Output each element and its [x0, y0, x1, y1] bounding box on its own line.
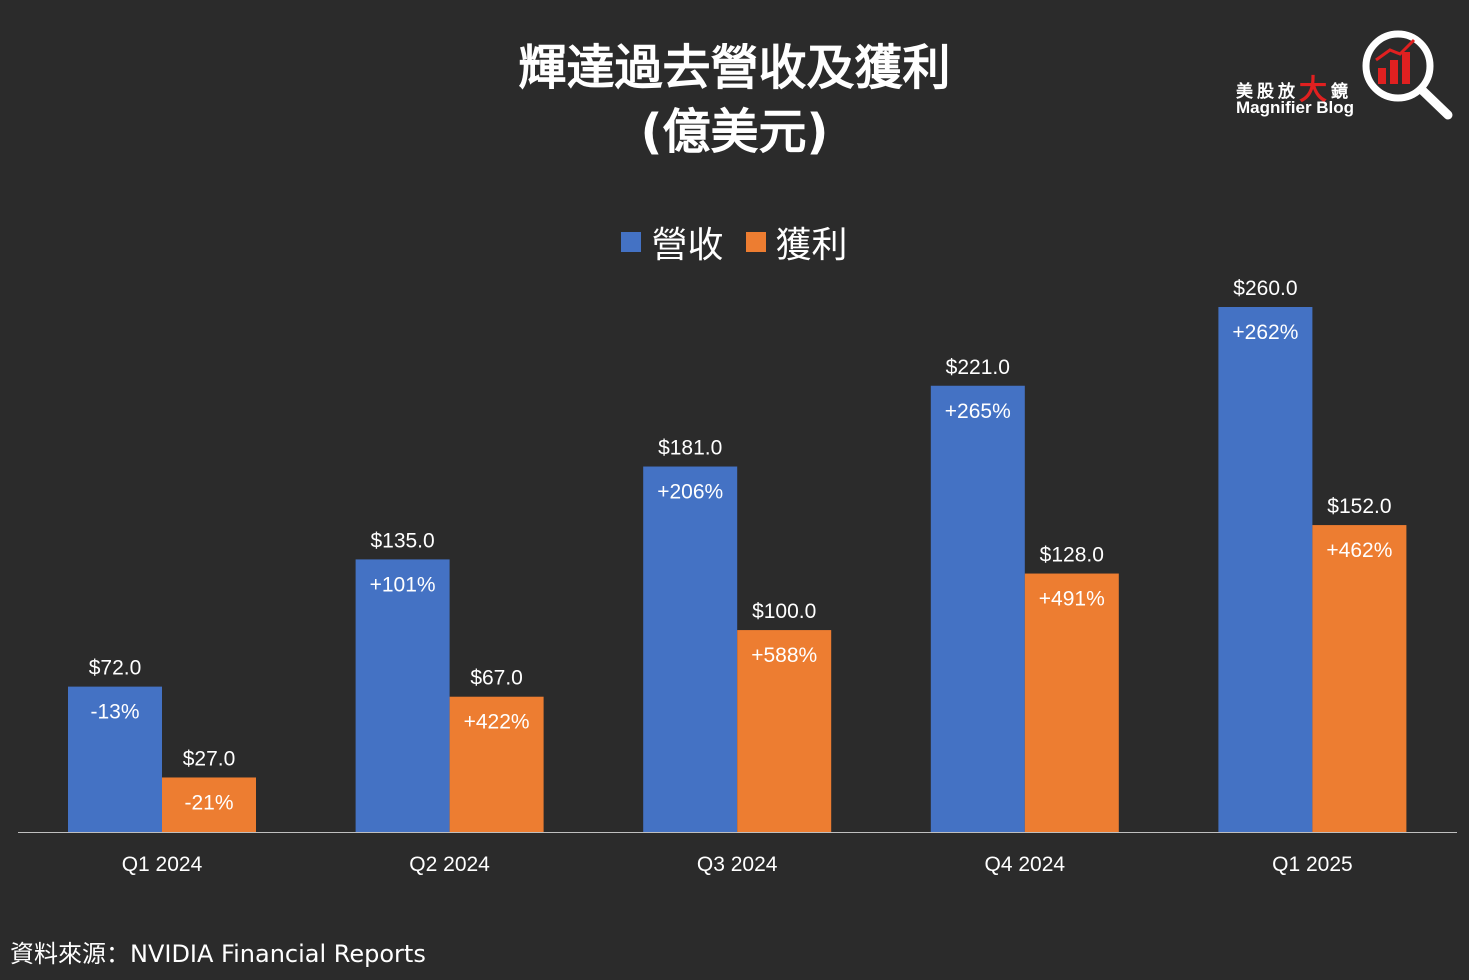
bar-profit-1 [162, 777, 256, 832]
source-note: 資料來源：NVIDIA Financial Reports [10, 940, 426, 968]
value-label-revenue-3: $181.0 [658, 437, 722, 460]
value-label-revenue-5: $260.0 [1233, 277, 1297, 300]
title-line-1: 輝達過去營收及獲利 [518, 40, 951, 96]
bar-revenue-1 [68, 686, 162, 832]
growth-label-profit-4: +491% [1039, 588, 1105, 611]
legend-swatch-revenue [621, 232, 642, 252]
value-label-revenue-4: $221.0 [946, 356, 1010, 379]
growth-label-revenue-1: -13% [90, 701, 139, 724]
logo-cn-big: 大 [1299, 73, 1332, 106]
value-label-profit-3: $100.0 [752, 600, 816, 623]
value-label-profit-2: $67.0 [470, 667, 523, 690]
x-tick-label-5: Q1 2025 [1272, 853, 1353, 876]
bar-revenue-2 [355, 559, 450, 832]
bar-profit-5 [1312, 525, 1407, 832]
x-tick-label-1: Q1 2024 [122, 853, 203, 876]
legend-item-profit: 獲利 [745, 216, 848, 268]
logo-chinese-text: 美股放大鏡 [1236, 66, 1352, 106]
growth-label-revenue-3: +206% [657, 481, 723, 504]
growth-label-profit-3: +588% [751, 644, 817, 667]
legend-swatch-profit [745, 232, 766, 252]
value-label-revenue-2: $135.0 [370, 529, 434, 552]
value-label-profit-5: $152.0 [1327, 495, 1391, 518]
logo-english-text: Magnifier Blog [1236, 98, 1355, 117]
title-line-2: (億美元) [640, 104, 829, 160]
legend-label-profit: 獲利 [775, 225, 848, 266]
bar-profit-4 [1024, 573, 1119, 832]
chart-legend: 營收 獲利 [0, 216, 1469, 268]
bar-revenue-3 [643, 466, 738, 832]
growth-label-profit-1: -21% [184, 791, 233, 814]
growth-label-revenue-5: +262% [1232, 321, 1298, 344]
chart-title: 輝達過去營收及獲利 (億美元) [0, 36, 1469, 164]
x-tick-label-4: Q4 2024 [985, 853, 1066, 876]
logo-cn-part2: 鏡 [1331, 82, 1353, 102]
value-label-profit-4: $128.0 [1040, 544, 1104, 567]
magnifier-bar-chart-icon [1362, 30, 1453, 120]
bar-revenue-4 [930, 385, 1025, 832]
growth-label-revenue-4: +265% [945, 400, 1011, 423]
x-tick-label-3: Q3 2024 [697, 853, 778, 876]
brand-logo: 美股放大鏡 Magnifier Blog [1236, 24, 1456, 124]
x-tick-label-2: Q2 2024 [409, 853, 490, 876]
logo-cn-part1: 美股放 [1236, 82, 1299, 102]
bar-profit-3 [737, 630, 832, 832]
growth-label-revenue-2: +101% [370, 573, 436, 596]
growth-label-profit-2: +422% [464, 711, 530, 734]
legend-label-revenue: 營收 [651, 225, 724, 266]
growth-label-profit-5: +462% [1326, 539, 1392, 562]
bar-profit-2 [449, 696, 544, 832]
value-label-revenue-1: $72.0 [89, 657, 142, 680]
bar-revenue-5 [1218, 307, 1313, 832]
legend-item-revenue: 營收 [621, 216, 724, 268]
value-label-profit-1: $27.0 [183, 747, 236, 770]
